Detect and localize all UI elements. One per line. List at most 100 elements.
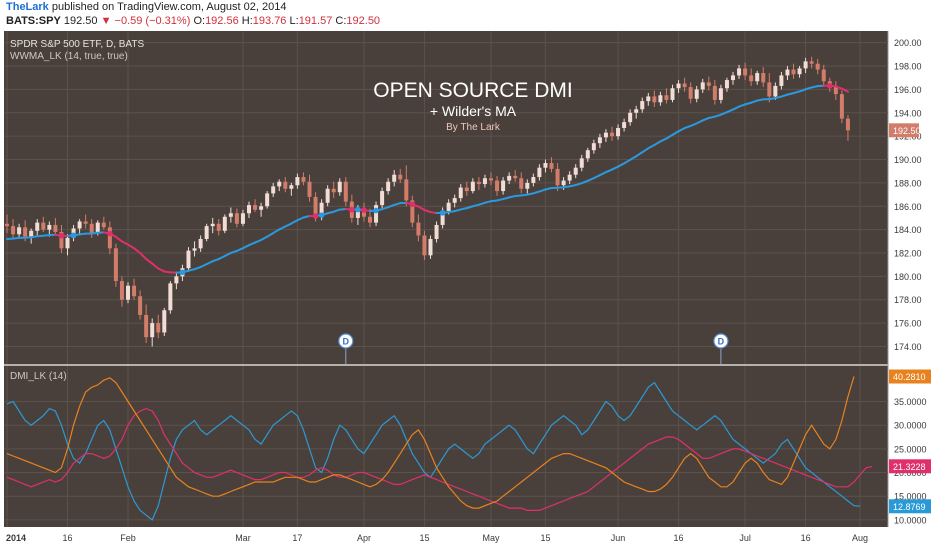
candle-body [676,83,681,89]
candle-body [53,224,58,232]
candle-body [283,181,288,189]
ma-segment [393,202,402,206]
close-value: 192.50 [346,15,381,27]
ma-cross-dot [409,201,416,208]
ma-segment [338,208,347,211]
ma-segment [556,186,565,189]
dmi-value-tag-text: 21.3228 [893,462,926,472]
candle-body [337,181,342,193]
author-name[interactable]: TheLark [6,1,49,13]
candle-body [495,180,500,192]
candle-body [561,180,566,186]
candle-body [319,202,324,217]
ma-segment [42,233,51,237]
event-marker-circle[interactable] [338,333,354,349]
ma-segment [145,258,154,265]
ma-segment [266,232,275,238]
candle-body [815,63,820,70]
ma-segment [756,98,765,102]
candle-body [126,285,130,300]
candle-body [368,216,372,223]
ma-segment [665,133,674,140]
ma-cross-dot [179,269,186,276]
price-tick-label: 176.00 [894,319,922,329]
ma-cross-dot [107,230,113,237]
candle-body [531,177,536,183]
price-tick-label: 182.00 [894,249,922,259]
time-tick-label: Jul [739,533,751,543]
ma-segment [217,255,226,261]
event-marker-circle[interactable] [713,333,729,349]
time-tick-label: 16 [801,533,811,543]
candle-body [694,89,699,99]
dmi-value-tag [889,499,931,514]
candle-body [567,174,572,181]
candle-body [628,112,633,123]
ma-segment [810,85,819,89]
event-marker-label[interactable]: D [718,337,725,347]
price-tick-label: 190.00 [894,155,922,165]
candle-body [404,179,409,201]
ma-segment [538,188,547,193]
ma-segment [290,219,299,225]
candle-body [489,178,493,181]
ma-segment [133,247,142,255]
ma-cross-dot [355,206,361,213]
price-tick-label: 184.00 [894,225,922,235]
candle-body [343,181,348,202]
candle-body [156,323,161,333]
candle-body [839,94,844,119]
candle-body [597,137,602,144]
candle-body [422,235,427,256]
time-tick-label: Apr [357,533,371,543]
ma-segment [719,111,728,116]
ma-segment [574,182,583,187]
time-tick-label: 15 [419,533,429,543]
ma-segment [744,101,753,106]
ma-indicator-label[interactable]: WWMA_LK (14, true, true) [10,51,128,62]
dmi-tick-label: 15.0000 [894,492,927,502]
ma-segment [205,260,214,266]
dmi-value-tag [889,369,931,384]
candle-body [525,182,530,189]
published-text: published on TradingView.com, August 02,… [48,1,287,13]
ma-cross-dot [373,207,379,214]
candle-body [440,210,445,225]
candle-body [89,223,94,234]
ma-segment [12,236,21,240]
event-marker-label[interactable]: D [343,337,350,347]
time-tick-label: Aug [852,533,868,543]
ma-segment [834,85,843,90]
dmi-indicator-label[interactable]: DMI_LK (14) [10,371,67,382]
candle-body [295,177,300,186]
candle-body [785,69,790,76]
candle-body [603,132,608,138]
price-tick-label: 186.00 [894,202,922,212]
ma-segment [725,108,734,114]
time-tick-label: Feb [120,533,136,543]
ma-cross-dot [361,207,367,213]
ma-segment [641,147,650,154]
ma-segment [114,235,123,243]
dmi-value-tag-text: 12.8769 [893,502,926,512]
candle-body [271,186,276,194]
candle-body [289,185,294,189]
ma-segment [78,232,87,236]
chart-canvas[interactable]: 174.00 176.00 178.00 180.00 182.00 184.00 186.… [0,31,932,550]
symbol-label[interactable]: BATS:SPY [6,15,61,27]
ma-segment [260,235,269,242]
ma-cross-dot [318,212,325,218]
candle-body [17,227,22,235]
candle-body [210,223,215,227]
time-tick-label: 15 [540,533,550,543]
price-tick-label: 178.00 [894,295,922,305]
candle-body [821,69,826,82]
ma-segment [689,122,698,127]
candle-body [41,222,46,230]
price-tick-label: 196.00 [894,85,922,95]
candle-body [670,88,675,100]
ma-segment [798,88,807,93]
dmi-lines [6,376,873,521]
candle-body [216,223,221,231]
